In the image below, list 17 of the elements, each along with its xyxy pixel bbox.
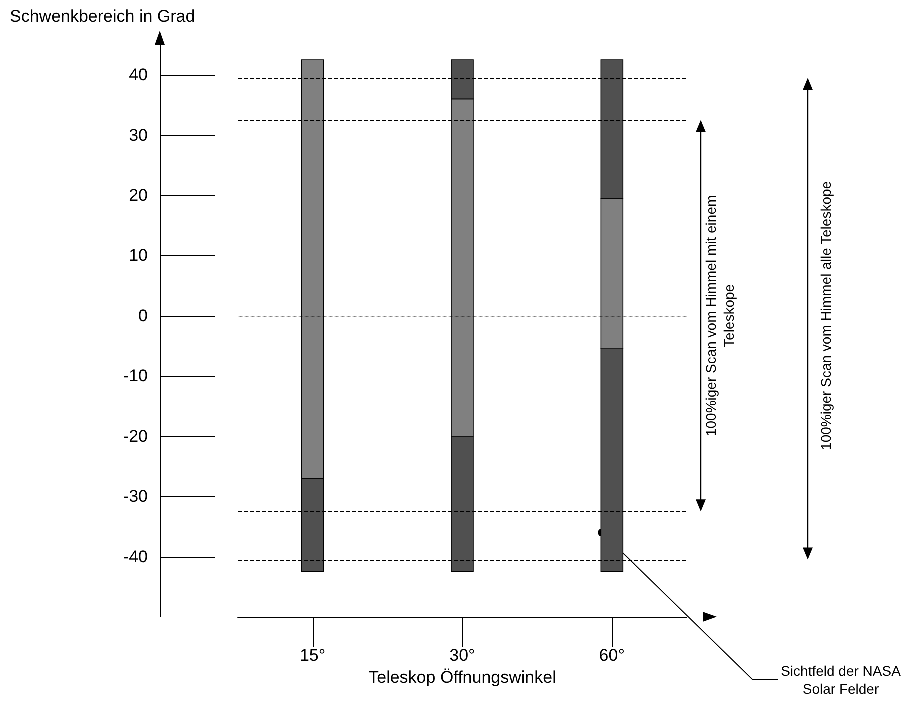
x-tick-label: 30° [450,646,476,665]
y-tick-label: 30 [129,126,148,145]
x-axis-title: Teleskop Öffnungswinkel [368,668,556,687]
text: 100%iger Scan vom Himmel alle Teleskope [818,181,834,450]
x-tick-label: 60° [599,646,626,665]
y-axis-title: Schwenkbereich in Grad [10,7,196,26]
y-tick-label: -20 [123,426,148,446]
y-tick-label: -40 [123,547,148,566]
y-tick-label: 40 [129,66,148,85]
y-tick-label: 20 [129,186,148,206]
text: Sichtfeld der NASA Solar Felder [781,663,902,697]
y-tick-label: 0 [138,306,148,326]
text: 100%iger Scan vom Himmel mit einem Teleskope [703,195,737,437]
y-tick-label: -30 [123,487,148,506]
y-tick-label: -10 [123,366,148,386]
x-tick-label: 15° [300,646,326,665]
y-tick-label: 10 [129,246,148,266]
